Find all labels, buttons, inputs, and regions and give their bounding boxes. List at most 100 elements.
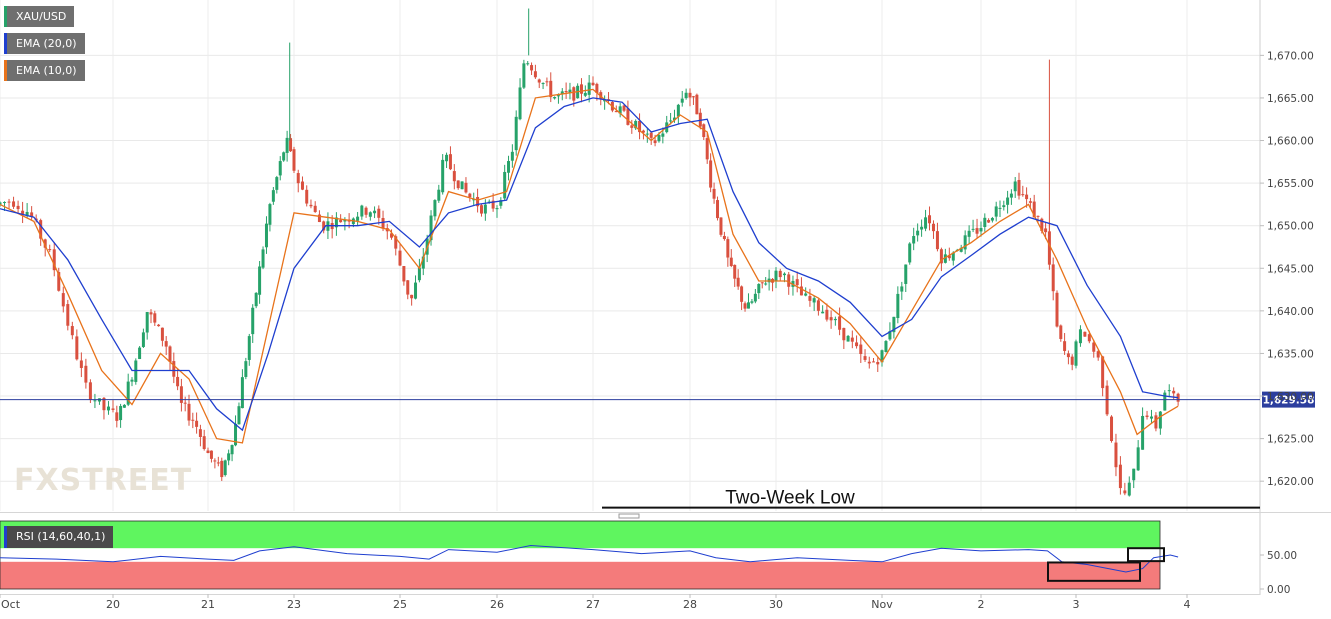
candle-up [421,256,425,269]
candle-up [254,292,258,307]
candle-down [179,386,183,403]
candle-down [198,429,202,437]
candle-down [88,382,92,400]
candle-down [213,460,217,462]
rsi-legend[interactable]: RSI (14,60,40,1) [4,526,114,548]
candle-up [130,379,134,382]
candle-up [1074,341,1078,366]
candle-down [48,249,52,251]
candle-down [695,94,699,115]
candle-up [846,335,850,342]
candle-up [472,199,476,201]
price-y-axis: 1,670.00 1,665.00 1,660.00 1,655.00 1,650.00… [1260,50,1314,488]
candle-down [825,309,829,320]
x-tick-label: 2 [978,598,985,611]
x-tick-label: 30 [769,598,783,611]
candle-up [821,311,825,314]
candle-down [614,111,618,113]
candle-down [1066,353,1070,358]
candle-down [157,324,161,327]
candle-up [951,252,955,261]
candle-down [57,272,61,291]
candle-down [176,376,180,387]
candle-down [468,193,472,198]
candle-down [84,365,88,383]
candle-up [920,226,924,230]
candle-down [164,341,168,347]
price-gridlines [0,0,1260,511]
rsi-legend-label: RSI (14,60,40,1) [16,530,106,543]
candle-down [1101,356,1105,389]
candle-up [373,210,377,214]
candle-down [760,282,764,284]
candle-down [638,120,642,133]
candle-up [234,423,238,446]
candle-down [733,264,737,279]
candle-down [722,235,726,240]
legend-xauusd[interactable]: XAU/USD [4,6,75,27]
candle-down [939,249,943,264]
candle-down [1176,393,1180,402]
candle-down [1083,331,1087,337]
candle-down [12,201,16,207]
candle-down [935,231,939,250]
candle-down [398,250,402,266]
watermark-fxstreet: FXSTREET [14,463,192,498]
candle-down [209,450,213,459]
candle-down [296,173,300,184]
candle-down [390,233,394,238]
candle-down [16,205,20,210]
candle-down [1032,201,1036,218]
candle-up [924,217,928,229]
candle-down [829,317,833,321]
candle-up [119,406,123,421]
candle-up [553,97,557,99]
y-tick-label: 1,625.00 [1267,434,1314,446]
candle-down [778,270,782,278]
candle-down [381,217,385,229]
candle-up [884,341,888,352]
y-tick-label: 1,670.00 [1267,50,1314,62]
candle-down [448,154,452,170]
x-tick-label: 23 [287,598,301,611]
rsi-recovery-highlight [1127,547,1165,563]
candle-up [268,204,272,225]
candle-up [684,92,688,99]
legend-ema10[interactable]: EMA (10,0) [4,60,85,81]
candle-down [322,221,326,231]
rsi-panel: 50.00 0.00 [0,520,1297,596]
candle-down [39,220,43,239]
legend-ema10-label: EMA (10,0) [16,64,77,77]
candle-down [476,196,480,207]
candle-down [591,82,595,86]
candle-down [1025,194,1029,200]
candle-down [206,450,210,453]
y-tick-label: 1,635.00 [1267,348,1314,360]
candle-down [149,312,153,315]
candle-up [892,316,896,333]
candle-down [1110,416,1114,441]
candle-down [653,140,657,144]
candle-up [888,331,892,340]
candle-down [626,108,630,125]
candle-down [394,236,398,249]
candle-down [1051,264,1055,292]
candle-down [1036,215,1040,217]
candle-up [433,200,437,217]
legend-ema20[interactable]: EMA (20,0) [4,33,85,54]
candle-up [757,284,761,294]
candle-up [983,217,987,227]
candle-down [456,180,460,189]
candle-up [138,347,142,360]
candle-down [1145,415,1149,418]
candle-up [460,181,464,190]
candle-up [258,266,262,295]
y-tick-label: 1,655.00 [1267,178,1314,190]
candle-down [313,205,317,213]
candle-down [115,412,119,421]
candle-down [75,336,79,360]
candle-up [510,151,514,161]
candle-down [842,327,846,341]
candle-up [833,318,837,321]
